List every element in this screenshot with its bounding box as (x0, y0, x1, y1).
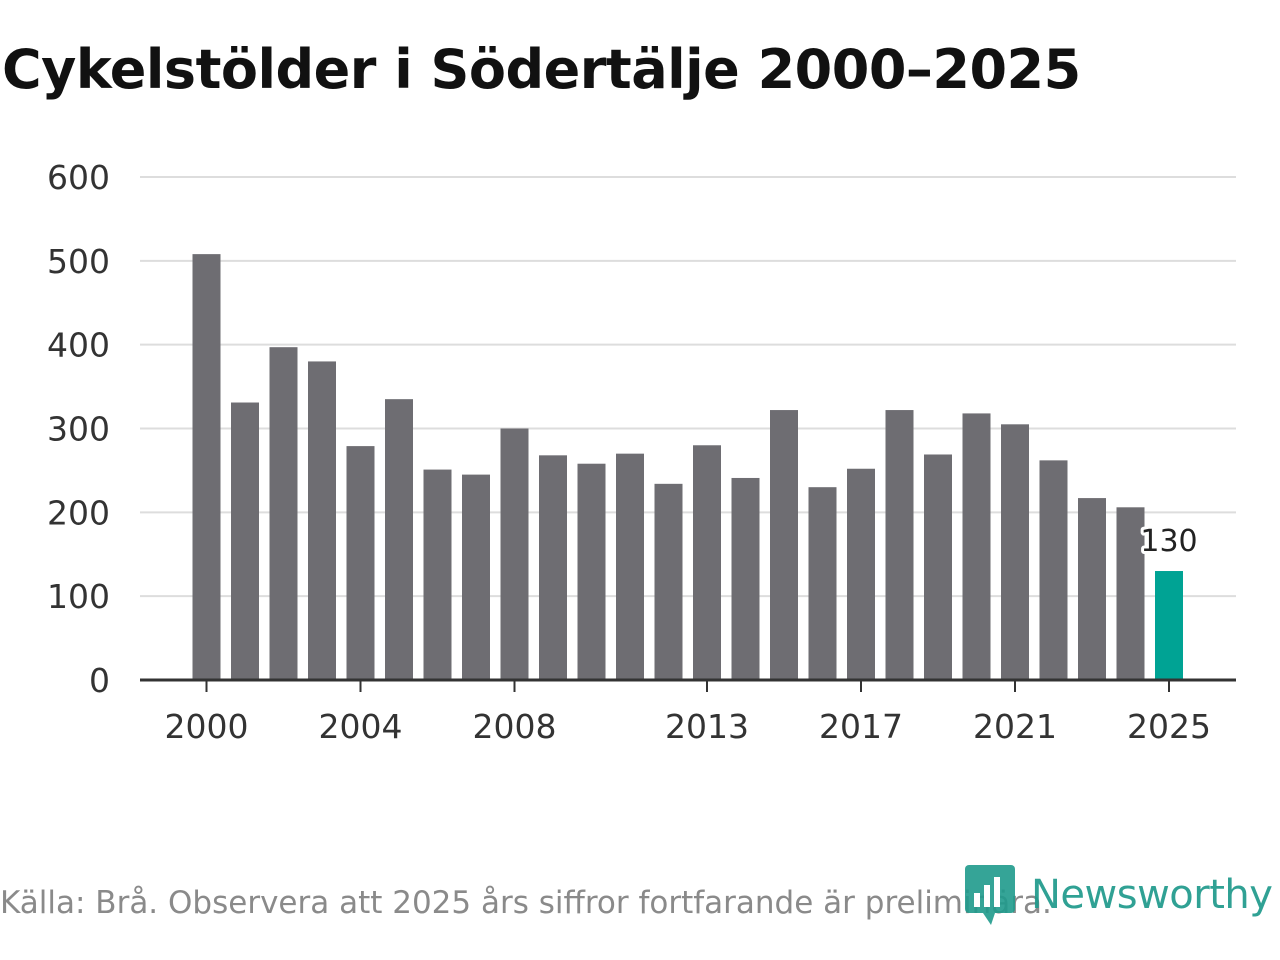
bar-2014 (731, 477, 760, 680)
bar-2003 (308, 361, 336, 680)
bar-2004 (346, 446, 375, 680)
y-tick-label: 100 (47, 577, 110, 616)
x-axis-ticks: 2000 2004 2008 2013 2017 2021 2025 (165, 680, 1211, 746)
y-axis-ticks: 0 100 200 300 400 500 600 (47, 158, 110, 700)
source-note: Källa: Brå. Observera att 2025 års siffr… (0, 885, 1052, 921)
chart-title: Cykelstölder i Södertälje 2000–2025 (2, 38, 1081, 101)
bars (192, 254, 1183, 681)
x-tick-label: 2021 (973, 707, 1057, 746)
y-tick-label: 500 (47, 242, 110, 281)
bar-2017 (847, 468, 875, 680)
bar-2016 (808, 487, 837, 680)
bar-2023 (1078, 498, 1106, 680)
bar-2008 (500, 428, 529, 680)
x-tick-label: 2004 (319, 707, 403, 746)
data-label-highlight: 130 (1140, 524, 1197, 559)
bar-2009 (539, 455, 567, 680)
bar-2005 (385, 399, 413, 680)
newsworthy-logo: Newsworthy (965, 864, 1273, 926)
y-tick-label: 400 (47, 326, 110, 365)
data-labels: 130 (1137, 521, 1200, 562)
bar-2006 (423, 469, 452, 680)
bar-2018 (885, 410, 914, 680)
y-tick-label: 0 (89, 661, 110, 700)
y-tick-label: 300 (47, 410, 110, 449)
bar-2013 (693, 445, 721, 680)
bar-2012 (654, 483, 683, 680)
bar-2000 (192, 254, 221, 681)
x-tick-label: 2013 (665, 707, 749, 746)
x-tick-label: 2000 (165, 707, 249, 746)
bar-chart: 0 100 200 300 400 500 600 2000 2004 2008 2013 2017… (47, 158, 1236, 746)
bar-2002 (269, 347, 298, 680)
y-tick-label: 600 (47, 158, 110, 197)
gridlines (140, 176, 1236, 598)
x-tick-label: 2008 (473, 707, 557, 746)
bar-2024 (1116, 507, 1145, 680)
bar-2007 (462, 474, 490, 680)
bar-2010 (577, 463, 606, 680)
bar-2015 (770, 410, 798, 680)
bar-2022 (1039, 460, 1068, 680)
bar-2025 (1155, 571, 1183, 680)
y-tick-label: 200 (47, 493, 110, 532)
newsworthy-logo-icon (965, 865, 1015, 925)
x-tick-label: 2025 (1127, 707, 1211, 746)
bar-2001 (231, 402, 259, 680)
newsworthy-logo-text: Newsworthy (1031, 872, 1273, 918)
bar-2021 (1001, 424, 1029, 680)
bar-2020 (962, 413, 991, 680)
x-tick-label: 2017 (819, 707, 903, 746)
bar-2011 (616, 453, 644, 680)
bar-2019 (924, 454, 952, 680)
